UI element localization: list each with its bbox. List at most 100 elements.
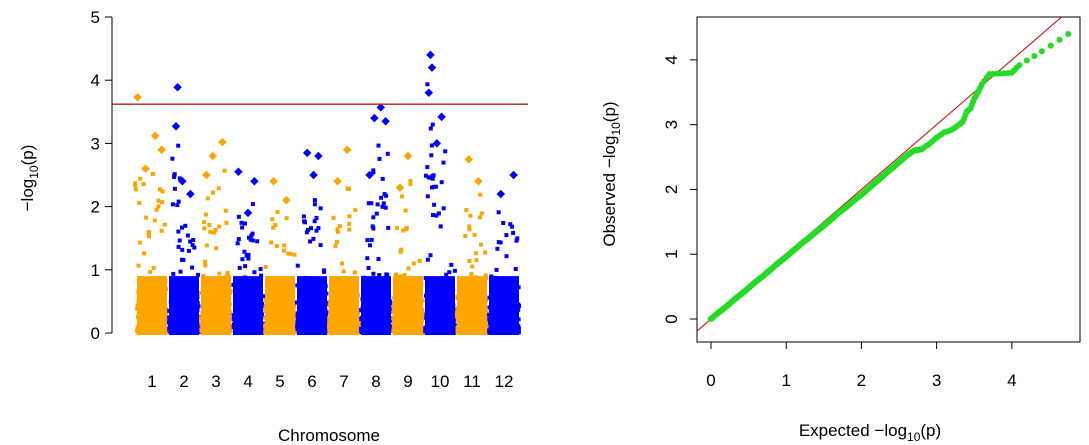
snp-peak-point	[218, 137, 227, 147]
snp-peak-point	[133, 93, 142, 102]
snp-point	[204, 243, 209, 248]
snp-point	[180, 225, 184, 230]
qq-x-label-main: Expected −log	[799, 421, 907, 440]
snp-peak-point	[395, 183, 405, 192]
snp-point	[452, 268, 457, 273]
snp-point	[464, 208, 469, 213]
snp-point	[501, 221, 506, 225]
snp-peak-point	[269, 177, 278, 186]
snp-point	[250, 238, 255, 243]
chromosome-9-points	[391, 151, 425, 335]
snp-point	[479, 211, 484, 216]
snp-point	[504, 233, 509, 238]
snp-point	[403, 208, 408, 213]
snp-point	[204, 212, 208, 217]
snp-point	[223, 208, 228, 213]
snp-point	[306, 227, 310, 232]
qq-y-tick-label: 4	[662, 55, 681, 64]
chromosome-tick-label: 1	[147, 372, 156, 391]
chromosome-5-points	[263, 177, 297, 335]
snp-point	[479, 242, 483, 247]
chromosome-tick-label: 6	[307, 372, 316, 391]
snp-point	[185, 233, 190, 238]
snp-point	[156, 198, 161, 203]
snp-point	[202, 220, 206, 225]
snp-point	[365, 238, 370, 243]
snp-point	[428, 253, 433, 258]
manhattan-points	[133, 50, 521, 335]
snp-peak-point	[157, 145, 166, 154]
snp-point	[429, 143, 434, 148]
snp-point	[274, 244, 279, 249]
snp-point	[311, 236, 316, 241]
chromosome-11-points	[455, 154, 489, 335]
snp-point	[242, 249, 247, 254]
snp-point	[142, 251, 147, 256]
snp-point	[513, 267, 518, 271]
qq-points	[708, 31, 1072, 322]
chromosome-tick-label: 12	[495, 372, 514, 391]
snp-peak-point	[370, 113, 379, 123]
snp-point	[331, 215, 336, 220]
qq-y-tick-label: 0	[662, 314, 681, 323]
snp-point	[217, 271, 222, 276]
snp-point	[377, 273, 382, 278]
chromosome-6-points	[295, 148, 329, 335]
snp-point	[371, 271, 376, 276]
snp-point	[171, 271, 176, 276]
chromosome-tick-label: 8	[371, 372, 380, 391]
snp-point	[269, 240, 274, 245]
y-tick-label: 5	[91, 8, 100, 27]
snp-point	[335, 227, 340, 232]
snp-peak-point	[250, 177, 259, 186]
snp-point	[216, 186, 221, 191]
snp-point	[514, 238, 519, 243]
chromosome-1-points	[133, 93, 169, 335]
snp-point	[478, 192, 483, 197]
snp-point	[511, 230, 516, 235]
snp-point	[295, 263, 300, 268]
qq-y-tick-label: 3	[662, 120, 681, 129]
snp-point	[408, 179, 413, 184]
qq-point	[1031, 53, 1038, 59]
snp-point	[449, 262, 454, 267]
snp-point	[243, 264, 248, 269]
snp-point	[386, 225, 391, 230]
snp-point-band	[201, 276, 231, 335]
snp-point	[438, 224, 443, 229]
snp-point	[341, 269, 346, 274]
qq-x-label-tail: (p)	[920, 421, 941, 440]
snp-point	[399, 247, 404, 252]
snp-point	[175, 203, 180, 208]
qq-y-label-subscript: 10	[609, 122, 623, 136]
qq-point	[1016, 62, 1023, 69]
snp-point	[436, 211, 441, 216]
snp-peak-point	[173, 82, 182, 92]
snp-point	[156, 204, 161, 209]
snp-point	[347, 221, 352, 226]
snp-point	[275, 210, 280, 215]
snp-peak-point	[333, 177, 342, 186]
snp-point	[214, 246, 219, 251]
snp-point	[314, 215, 319, 220]
y-tick-label: 0	[91, 324, 100, 343]
snp-point	[270, 217, 275, 222]
y-tick-label: 2	[91, 198, 100, 217]
snp-point	[176, 244, 181, 249]
snp-peak-point	[432, 139, 442, 148]
qq-x-label-subscript: 10	[907, 430, 921, 444]
snp-point	[190, 243, 195, 248]
snp-point	[347, 227, 352, 232]
snp-point	[312, 202, 317, 207]
snp-point	[225, 271, 230, 275]
snp-point	[248, 237, 253, 242]
snp-point	[186, 248, 191, 253]
snp-point	[474, 258, 479, 263]
snp-point	[144, 215, 149, 220]
snp-point-band	[393, 276, 423, 335]
snp-point	[430, 213, 435, 217]
snp-peak-point	[365, 170, 374, 180]
snp-point	[411, 261, 416, 266]
snp-peak-point	[509, 170, 518, 180]
snp-point	[510, 224, 514, 229]
